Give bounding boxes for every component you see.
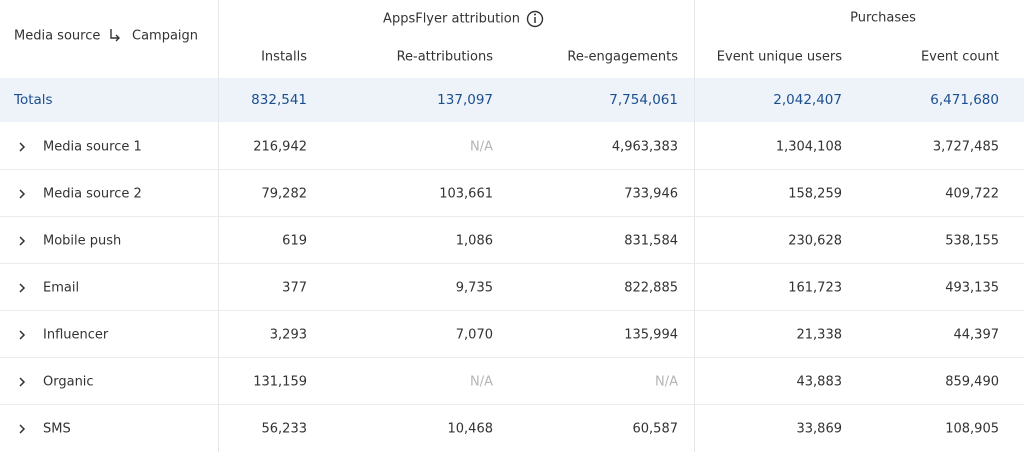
cell-value: 4,963,383 (612, 140, 678, 155)
cell-value: 3,727,485 (933, 140, 999, 155)
group-header: AppsFlyer attribution (383, 12, 520, 27)
expand-chevron[interactable] (19, 142, 26, 152)
header-campaign: Campaign (132, 29, 198, 44)
cell-value: 859,490 (945, 375, 999, 390)
expand-chevron[interactable] (19, 189, 26, 199)
row-label: Influencer (43, 328, 109, 343)
cell-value: N/A (470, 140, 493, 155)
cell-value: 1,086 (456, 234, 493, 249)
cell-value: 409,722 (945, 187, 999, 202)
cell-value: 10,468 (448, 422, 494, 437)
arrow-icon (110, 29, 120, 42)
expand-chevron[interactable] (19, 330, 26, 340)
cell-value: 108,905 (945, 422, 999, 437)
cell-value: 538,155 (945, 234, 999, 249)
expand-chevron[interactable] (19, 283, 26, 293)
cell-value: 161,723 (788, 281, 842, 296)
cell-value: N/A (655, 375, 678, 390)
cell-value: 56,233 (262, 422, 308, 437)
row-label: Media source 2 (43, 187, 142, 202)
cell-value: 377 (282, 281, 307, 296)
group-header: Purchases (850, 11, 916, 26)
cell-value: 44,397 (954, 328, 1000, 343)
cell-value: 216,942 (253, 140, 307, 155)
cell-value: 831,584 (624, 234, 678, 249)
totals-value: 137,097 (437, 92, 493, 108)
row-label: Organic (43, 375, 94, 390)
cell-value: 135,994 (624, 328, 678, 343)
row-label: Email (43, 281, 79, 296)
cell-value: 7,070 (456, 328, 493, 343)
totals-background (0, 78, 1024, 122)
column-header: Event count (921, 50, 999, 65)
expand-chevron[interactable] (19, 377, 26, 387)
cell-value: 3,293 (270, 328, 307, 343)
column-header: Re-engagements (567, 50, 678, 65)
cell-value: 493,135 (945, 281, 999, 296)
row-label: SMS (43, 422, 71, 437)
row-label: Mobile push (43, 234, 121, 249)
cell-value: 1,304,108 (776, 140, 842, 155)
cell-value: 822,885 (624, 281, 678, 296)
cell-value: 79,282 (262, 187, 308, 202)
expand-chevron[interactable] (19, 236, 26, 246)
cell-value: 9,735 (456, 281, 493, 296)
cell-value: 733,946 (624, 187, 678, 202)
info-icon[interactable] (526, 10, 544, 28)
cell-value: 21,338 (797, 328, 843, 343)
cell-value: 619 (282, 234, 307, 249)
totals-value: 7,754,061 (609, 92, 678, 108)
column-header: Event unique users (717, 50, 842, 65)
expand-chevron[interactable] (19, 424, 26, 434)
cell-value: 60,587 (633, 422, 679, 437)
totals-label: Totals (13, 92, 53, 108)
row-label: Media source 1 (43, 140, 142, 155)
totals-value: 2,042,407 (773, 92, 842, 108)
column-header: Installs (261, 50, 307, 65)
cell-value: 131,159 (253, 375, 307, 390)
column-header: Re-attributions (397, 50, 494, 65)
cell-value: 33,869 (797, 422, 843, 437)
header-media-source: Media source (14, 29, 100, 44)
cell-value: 103,661 (439, 187, 493, 202)
totals-value: 832,541 (251, 92, 307, 108)
totals-value: 6,471,680 (930, 92, 999, 108)
cell-value: 230,628 (788, 234, 842, 249)
cell-value: 43,883 (797, 375, 843, 390)
cell-value: N/A (470, 375, 493, 390)
cell-value: 158,259 (788, 187, 842, 202)
